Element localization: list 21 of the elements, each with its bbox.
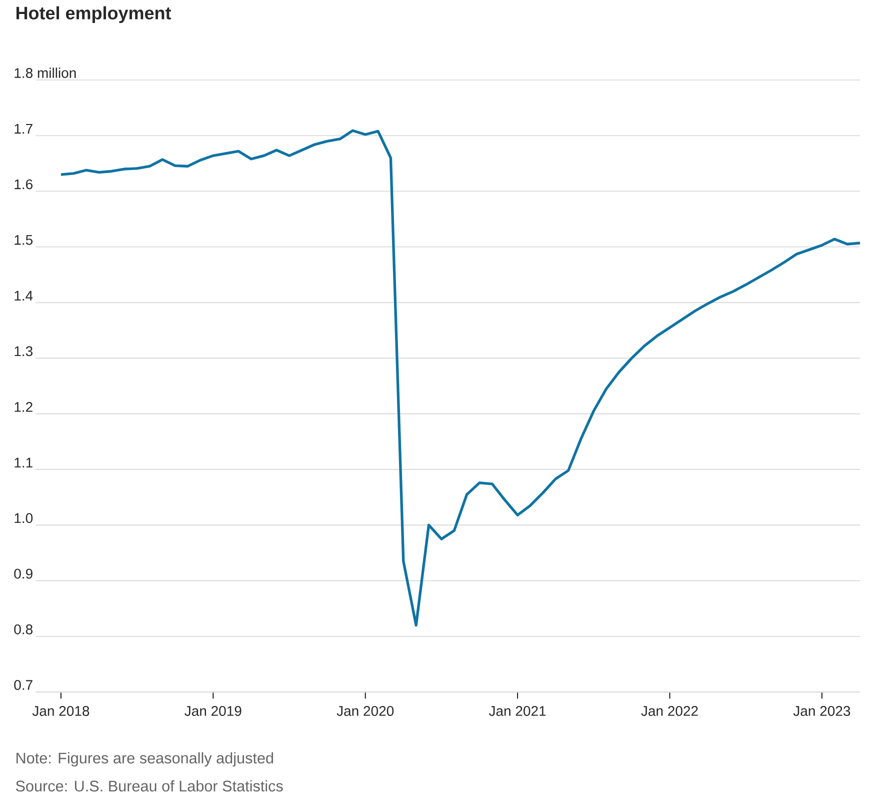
y-tick-label: 1.2 [14,402,32,412]
chart-title: Hotel employment [16,6,172,24]
y-tick-label: 1.7 [14,124,32,134]
x-tick-label: Jan 2018 [32,706,90,716]
y-tick-label: 0.7 [14,680,32,690]
y-tick-label: 1.8 million [14,68,76,78]
x-tick-label: Jan 2022 [641,706,698,716]
y-tick-label: 0.8 [14,624,32,634]
y-tick-label: 1.5 [14,235,33,245]
text: Note: Figures are seasonally adjusted [16,752,274,767]
y-tick-label: 1.4 [14,290,33,300]
y-tick-label: 1.3 [14,346,32,356]
x-tick-label: Jan 2023 [793,706,850,716]
y-tick-label: 1.6 [14,179,32,190]
y-tick-label: 1.1 [14,458,32,468]
x-tick-label: Jan 2021 [488,706,546,716]
source-note: Source: U.S. Bureau of Labor Statistics [16,780,283,792]
x-tick-label: Jan 2020 [336,706,394,716]
x-tick-label: Jan 2019 [184,706,242,716]
y-tick-label: 0.9 [14,568,32,579]
y-tick-label: 1.0 [14,513,33,524]
